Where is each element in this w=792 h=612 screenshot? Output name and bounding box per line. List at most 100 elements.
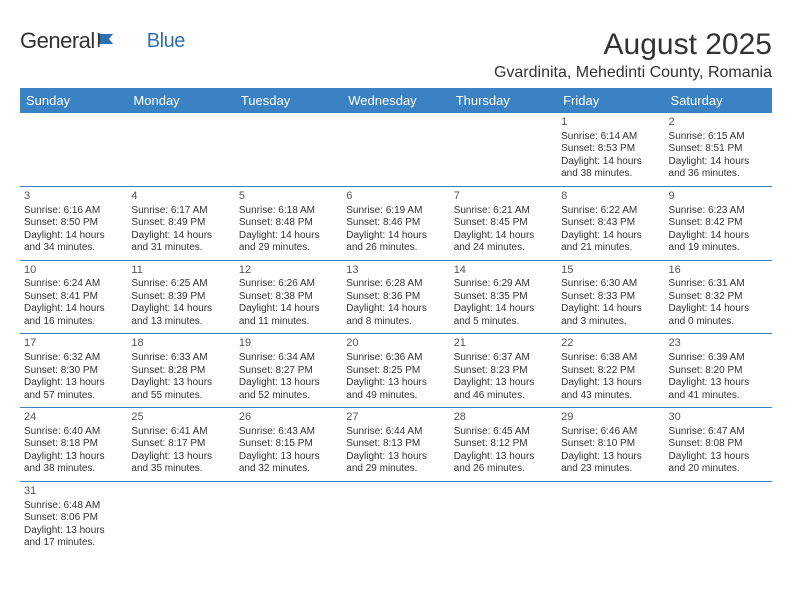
daylight-line: Daylight: 13 hours xyxy=(239,377,338,390)
sunrise-line: Sunrise: 6:40 AM xyxy=(24,426,123,439)
sunrise-line: Sunrise: 6:28 AM xyxy=(346,278,445,291)
sunrise-line: Sunrise: 6:41 AM xyxy=(131,426,230,439)
daylight-line: Daylight: 14 hours xyxy=(239,230,338,243)
daylight-line: and 34 minutes. xyxy=(24,242,123,255)
sunset-line: Sunset: 8:08 PM xyxy=(669,438,768,451)
weekday-header: Thursday xyxy=(450,88,557,113)
sunset-line: Sunset: 8:32 PM xyxy=(669,291,768,304)
sunset-line: Sunset: 8:23 PM xyxy=(454,365,553,378)
sunset-line: Sunset: 8:45 PM xyxy=(454,217,553,230)
sunset-line: Sunset: 8:06 PM xyxy=(24,512,123,525)
daylight-line: and 26 minutes. xyxy=(346,242,445,255)
day-number: 26 xyxy=(239,411,338,425)
calendar-cell: 4Sunrise: 6:17 AMSunset: 8:49 PMDaylight… xyxy=(127,186,234,260)
calendar-cell: 16Sunrise: 6:31 AMSunset: 8:32 PMDayligh… xyxy=(665,260,772,334)
month-title: August 2025 xyxy=(494,28,772,62)
daylight-line: and 55 minutes. xyxy=(131,390,230,403)
sunrise-line: Sunrise: 6:31 AM xyxy=(669,278,768,291)
sunrise-line: Sunrise: 6:38 AM xyxy=(561,352,660,365)
calendar-cell: 15Sunrise: 6:30 AMSunset: 8:33 PMDayligh… xyxy=(557,260,664,334)
daylight-line: and 43 minutes. xyxy=(561,390,660,403)
daylight-line: and 35 minutes. xyxy=(131,463,230,476)
daylight-line: and 5 minutes. xyxy=(454,316,553,329)
flag-icon xyxy=(97,28,117,54)
daylight-line: Daylight: 14 hours xyxy=(346,230,445,243)
calendar-cell: 18Sunrise: 6:33 AMSunset: 8:28 PMDayligh… xyxy=(127,334,234,408)
calendar-cell: 17Sunrise: 6:32 AMSunset: 8:30 PMDayligh… xyxy=(20,334,127,408)
daylight-line: and 49 minutes. xyxy=(346,390,445,403)
sunset-line: Sunset: 8:41 PM xyxy=(24,291,123,304)
calendar-cell xyxy=(665,481,772,554)
day-number: 23 xyxy=(669,337,768,351)
daylight-line: Daylight: 14 hours xyxy=(24,230,123,243)
sunset-line: Sunset: 8:35 PM xyxy=(454,291,553,304)
daylight-line: and 29 minutes. xyxy=(346,463,445,476)
daylight-line: and 29 minutes. xyxy=(239,242,338,255)
daylight-line: and 26 minutes. xyxy=(454,463,553,476)
sunrise-line: Sunrise: 6:29 AM xyxy=(454,278,553,291)
daylight-line: and 3 minutes. xyxy=(561,316,660,329)
day-number: 29 xyxy=(561,411,660,425)
calendar-cell: 21Sunrise: 6:37 AMSunset: 8:23 PMDayligh… xyxy=(450,334,557,408)
day-number: 14 xyxy=(454,264,553,278)
calendar-head: SundayMondayTuesdayWednesdayThursdayFrid… xyxy=(20,88,772,113)
daylight-line: Daylight: 13 hours xyxy=(239,451,338,464)
calendar-cell: 6Sunrise: 6:19 AMSunset: 8:46 PMDaylight… xyxy=(342,186,449,260)
day-number: 11 xyxy=(131,264,230,278)
day-number: 19 xyxy=(239,337,338,351)
sunset-line: Sunset: 8:49 PM xyxy=(131,217,230,230)
sunset-line: Sunset: 8:48 PM xyxy=(239,217,338,230)
sunset-line: Sunset: 8:42 PM xyxy=(669,217,768,230)
calendar-cell: 30Sunrise: 6:47 AMSunset: 8:08 PMDayligh… xyxy=(665,408,772,482)
calendar-cell xyxy=(450,113,557,186)
logo-text-dark: General xyxy=(20,28,95,54)
sunrise-line: Sunrise: 6:24 AM xyxy=(24,278,123,291)
sunrise-line: Sunrise: 6:22 AM xyxy=(561,205,660,218)
day-number: 1 xyxy=(561,116,660,130)
sunset-line: Sunset: 8:20 PM xyxy=(669,365,768,378)
sunset-line: Sunset: 8:53 PM xyxy=(561,143,660,156)
sunrise-line: Sunrise: 6:47 AM xyxy=(669,426,768,439)
daylight-line: Daylight: 13 hours xyxy=(561,451,660,464)
day-number: 9 xyxy=(669,190,768,204)
calendar-cell: 1Sunrise: 6:14 AMSunset: 8:53 PMDaylight… xyxy=(557,113,664,186)
calendar-table: SundayMondayTuesdayWednesdayThursdayFrid… xyxy=(20,88,772,555)
calendar-cell: 27Sunrise: 6:44 AMSunset: 8:13 PMDayligh… xyxy=(342,408,449,482)
calendar-cell: 25Sunrise: 6:41 AMSunset: 8:17 PMDayligh… xyxy=(127,408,234,482)
daylight-line: and 38 minutes. xyxy=(561,168,660,181)
daylight-line: Daylight: 14 hours xyxy=(669,230,768,243)
day-number: 8 xyxy=(561,190,660,204)
calendar-cell: 24Sunrise: 6:40 AMSunset: 8:18 PMDayligh… xyxy=(20,408,127,482)
sunrise-line: Sunrise: 6:43 AM xyxy=(239,426,338,439)
daylight-line: Daylight: 13 hours xyxy=(131,377,230,390)
weekday-header: Wednesday xyxy=(342,88,449,113)
calendar-cell xyxy=(235,113,342,186)
day-number: 12 xyxy=(239,264,338,278)
daylight-line: and 36 minutes. xyxy=(669,168,768,181)
calendar-cell xyxy=(20,113,127,186)
sunrise-line: Sunrise: 6:30 AM xyxy=(561,278,660,291)
day-number: 24 xyxy=(24,411,123,425)
daylight-line: Daylight: 13 hours xyxy=(346,451,445,464)
sunrise-line: Sunrise: 6:15 AM xyxy=(669,131,768,144)
daylight-line: and 57 minutes. xyxy=(24,390,123,403)
day-number: 22 xyxy=(561,337,660,351)
sunset-line: Sunset: 8:38 PM xyxy=(239,291,338,304)
sunset-line: Sunset: 8:28 PM xyxy=(131,365,230,378)
page-header: General Blue August 2025 Gvardinita, Meh… xyxy=(20,28,772,82)
daylight-line: Daylight: 13 hours xyxy=(561,377,660,390)
sunset-line: Sunset: 8:51 PM xyxy=(669,143,768,156)
sunrise-line: Sunrise: 6:19 AM xyxy=(346,205,445,218)
calendar-cell: 22Sunrise: 6:38 AMSunset: 8:22 PMDayligh… xyxy=(557,334,664,408)
sunset-line: Sunset: 8:18 PM xyxy=(24,438,123,451)
calendar-cell xyxy=(342,113,449,186)
sunrise-line: Sunrise: 6:48 AM xyxy=(24,500,123,513)
daylight-line: Daylight: 14 hours xyxy=(454,230,553,243)
daylight-line: Daylight: 14 hours xyxy=(239,303,338,316)
sunrise-line: Sunrise: 6:45 AM xyxy=(454,426,553,439)
sunset-line: Sunset: 8:27 PM xyxy=(239,365,338,378)
calendar-cell: 26Sunrise: 6:43 AMSunset: 8:15 PMDayligh… xyxy=(235,408,342,482)
daylight-line: and 0 minutes. xyxy=(669,316,768,329)
sunrise-line: Sunrise: 6:33 AM xyxy=(131,352,230,365)
sunset-line: Sunset: 8:13 PM xyxy=(346,438,445,451)
